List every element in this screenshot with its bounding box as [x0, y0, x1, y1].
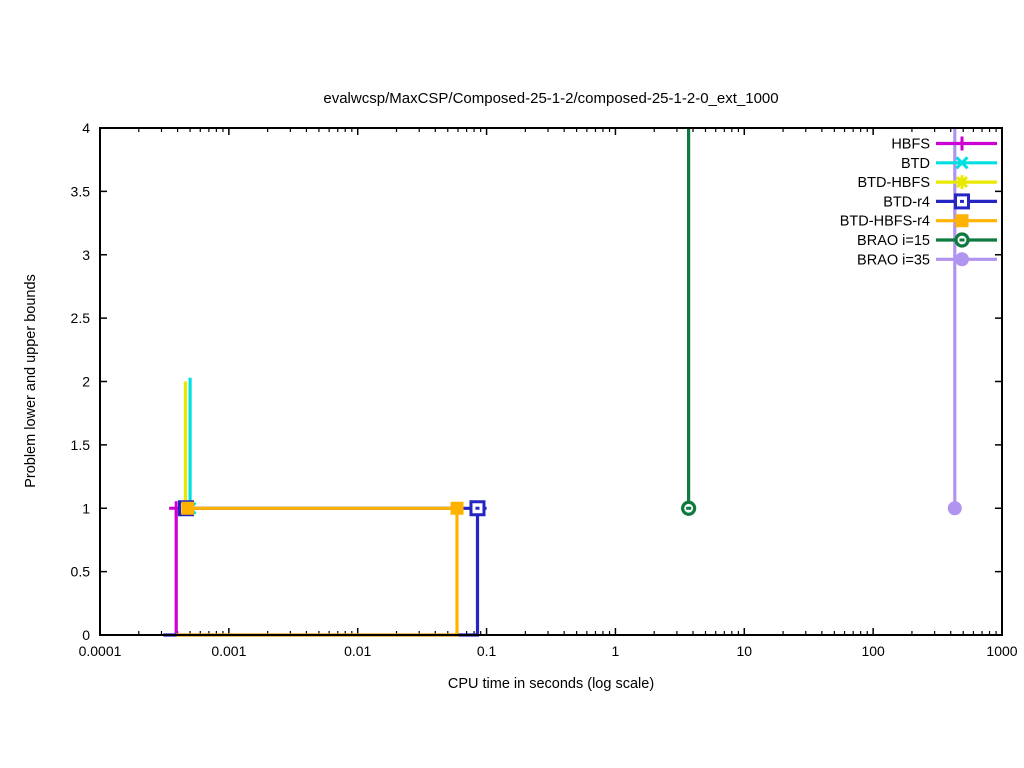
x-tick-label: 0.001 — [211, 643, 246, 659]
series-line-btd-r4 — [163, 508, 480, 637]
legend-entry-btd-hbfs-r4: BTD-HBFS-r4 — [840, 214, 997, 230]
x-tick-label: 10 — [736, 643, 752, 659]
y-tick-label: 3.5 — [71, 183, 91, 199]
legend-label-brao-i-35: BRAO i=35 — [857, 252, 930, 268]
y-tick-label: 2 — [82, 374, 90, 390]
series-marker-brao-i-35 — [947, 501, 962, 516]
x-tick-label: 0.01 — [344, 643, 371, 659]
series-marker-btd-r4 — [469, 500, 486, 517]
legend-entry-brao-i-35: BRAO i=35 — [857, 252, 997, 268]
legend-label-btd-hbfs-r4: BTD-HBFS-r4 — [840, 214, 930, 230]
y-tick-label: 3 — [82, 247, 90, 263]
y-tick-label: 1 — [82, 500, 90, 516]
y-tick-label: 1.5 — [71, 437, 91, 453]
series-marker-brao-i-15 — [681, 500, 697, 516]
legend: HBFS BTD BTD-HBFS BTD-r4 BTD-HBFS-r4 BRAO i=1… — [840, 136, 997, 268]
legend-label-btd-r4: BTD-r4 — [883, 194, 930, 210]
x-axis-label: CPU time in seconds (log scale) — [447, 676, 655, 692]
series-line-btd-hbfs-r4 — [176, 506, 459, 637]
legend-label-hbfs: HBFS — [891, 137, 930, 153]
legend-entry-btd: BTD — [901, 156, 997, 172]
legend-marker-btd-hbfs — [955, 175, 969, 190]
legend-label-brao-i-15: BRAO i=15 — [857, 233, 930, 249]
y-tick-label: 0.5 — [71, 564, 91, 580]
legend-marker-brao-i-15 — [954, 232, 970, 248]
legend-marker-hbfs — [955, 136, 969, 151]
legend-entry-btd-r4: BTD-r4 — [883, 193, 997, 210]
legend-label-btd-hbfs: BTD-HBFS — [858, 175, 931, 191]
x-tick-label: 0.1 — [477, 643, 497, 659]
x-tick-label: 1 — [612, 643, 620, 659]
legend-marker-brao-i-35 — [955, 252, 969, 267]
legend-marker-btd — [955, 156, 969, 170]
x-tick-label: 1000 — [986, 643, 1017, 659]
y-tick-label: 2.5 — [71, 310, 91, 326]
legend-marker-btd-r4 — [954, 193, 970, 210]
y-tick-label: 4 — [82, 120, 90, 136]
legend-label-btd: BTD — [901, 156, 930, 172]
chart-title: evalwcsp/MaxCSP/Composed-25-1-2/composed… — [323, 90, 779, 107]
y-tick-label: 0 — [82, 627, 90, 643]
plot-border — [99, 127, 1003, 636]
x-tick-label: 100 — [861, 643, 885, 659]
legend-marker-btd-hbfs-r4 — [955, 214, 969, 228]
series-marker-btd-hbfs-r4 — [181, 501, 195, 515]
legend-entry-hbfs: HBFS — [891, 136, 997, 153]
legend-entry-brao-i-15: BRAO i=15 — [857, 232, 997, 249]
x-tick-label: 0.0001 — [79, 643, 122, 659]
series-marker-btd-hbfs-r4 — [450, 501, 464, 515]
legend-entry-btd-hbfs: BTD-HBFS — [858, 175, 997, 191]
